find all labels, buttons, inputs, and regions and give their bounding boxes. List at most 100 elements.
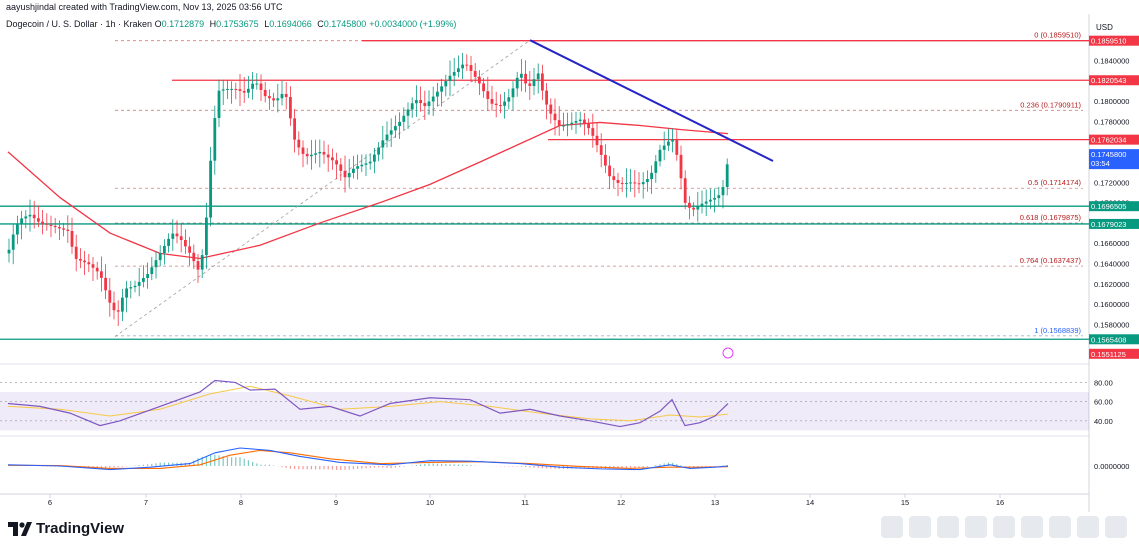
candle-body [503,101,506,106]
candle-body [16,224,19,235]
candle-body [318,151,322,154]
candle-body [158,253,162,261]
candle-body [310,154,313,157]
time-tick-label: 7 [144,498,148,507]
candle-body [112,302,116,311]
candle-body [507,97,511,102]
candle-body [633,182,637,184]
price-tag [1089,334,1139,345]
candle-body [377,147,380,155]
time-tick-label: 13 [711,498,719,507]
candle-body [217,90,221,119]
candle-body [41,221,44,224]
time-tick-label: 14 [806,498,814,507]
candle-body [675,140,679,155]
candle-body [587,123,590,129]
price-tag-label: 0.1679023 [1091,220,1126,229]
candle-body [58,227,61,229]
candle-body [570,122,574,125]
candle-body [91,264,95,268]
candle-body [263,89,267,97]
price-tag-label: 0.1696505 [1091,202,1126,211]
candle-body [11,234,15,250]
countdown-label: 03:54 [1091,159,1110,168]
candle-body [7,249,11,254]
candle-body [515,77,519,89]
price-tag [1089,35,1139,46]
candle-body [335,160,338,165]
candle-body [419,100,422,104]
fib-level-label: 0.764 (0.1637437) [1020,256,1082,265]
candle-body [717,195,721,199]
candle-body [452,72,456,76]
candle-body [24,216,28,219]
symbol-name: Dogecoin / U. S. Dollar · 1h · Kraken [6,19,153,29]
candle-body [87,262,91,265]
tradingview-logo: TradingView [8,520,124,537]
price-tag-label: 0.1820543 [1091,76,1126,85]
candle-body [536,73,540,80]
candle-body [427,101,431,107]
candle-body [74,246,78,259]
macd-line [7,447,729,471]
candle-body [599,145,603,155]
candle-body [108,290,112,303]
candle-body [381,140,385,148]
candle-body [360,164,364,167]
current-price-tag [1089,149,1139,170]
candle-body [683,178,687,203]
ohlc-value-3: 0.1745800 [323,19,367,29]
candle-body [293,118,296,140]
fib-level-label: 0.618 (0.1679875) [1020,213,1082,222]
ohlc-key-l: L [261,19,270,29]
candle-body [578,119,582,122]
candle-body [356,166,359,169]
candle-body [305,153,309,157]
ohlc-value-2: 0.1694066 [269,19,312,29]
candle-body [704,201,708,204]
candle-body [696,206,700,210]
price-tag [1089,218,1139,229]
candle-body [83,260,86,263]
candle-body [213,118,217,161]
candle-body [394,126,397,131]
candle-body [465,64,469,66]
candle-body [364,163,368,165]
candle-body [524,73,527,84]
candle-body [482,83,485,92]
candle-body [490,99,494,104]
candle-body [150,267,154,275]
candle-body [171,233,175,239]
fib-level-label: 0.236 (0.1790911) [1020,100,1081,109]
macd-signal-line [7,449,729,469]
candle-body [612,176,616,180]
candle-body [62,228,65,230]
tradingview-logo-icon [8,521,32,536]
candle-body [268,96,271,99]
candle-body [692,207,695,210]
candle-body [444,81,448,87]
time-tick-label: 9 [334,498,338,507]
candle-body [520,73,523,78]
rsi-line [7,379,729,428]
candle-body [541,73,544,91]
candle-body [700,203,704,207]
time-tick-label: 16 [996,498,1004,507]
candle-body [339,164,343,171]
candle-body [646,179,649,183]
candle-body [272,98,275,101]
price-tick-label: 0.1800000 [1094,97,1129,106]
candle-body [66,229,70,231]
candle-body [423,103,427,107]
candle-body [196,261,200,270]
candle-body [553,113,557,121]
candle-body [721,187,725,196]
moving-average-line [7,121,729,260]
price-tick-label: 0.1640000 [1094,260,1129,269]
price-tag [1089,75,1139,86]
candle-body [650,172,653,180]
candle-body [129,287,133,289]
candle-body [188,246,191,253]
chart-canvas: USD 0.1840000 0.1800000 0.1780000 0.1720000 0… [0,14,1139,512]
candle-body [385,134,389,141]
